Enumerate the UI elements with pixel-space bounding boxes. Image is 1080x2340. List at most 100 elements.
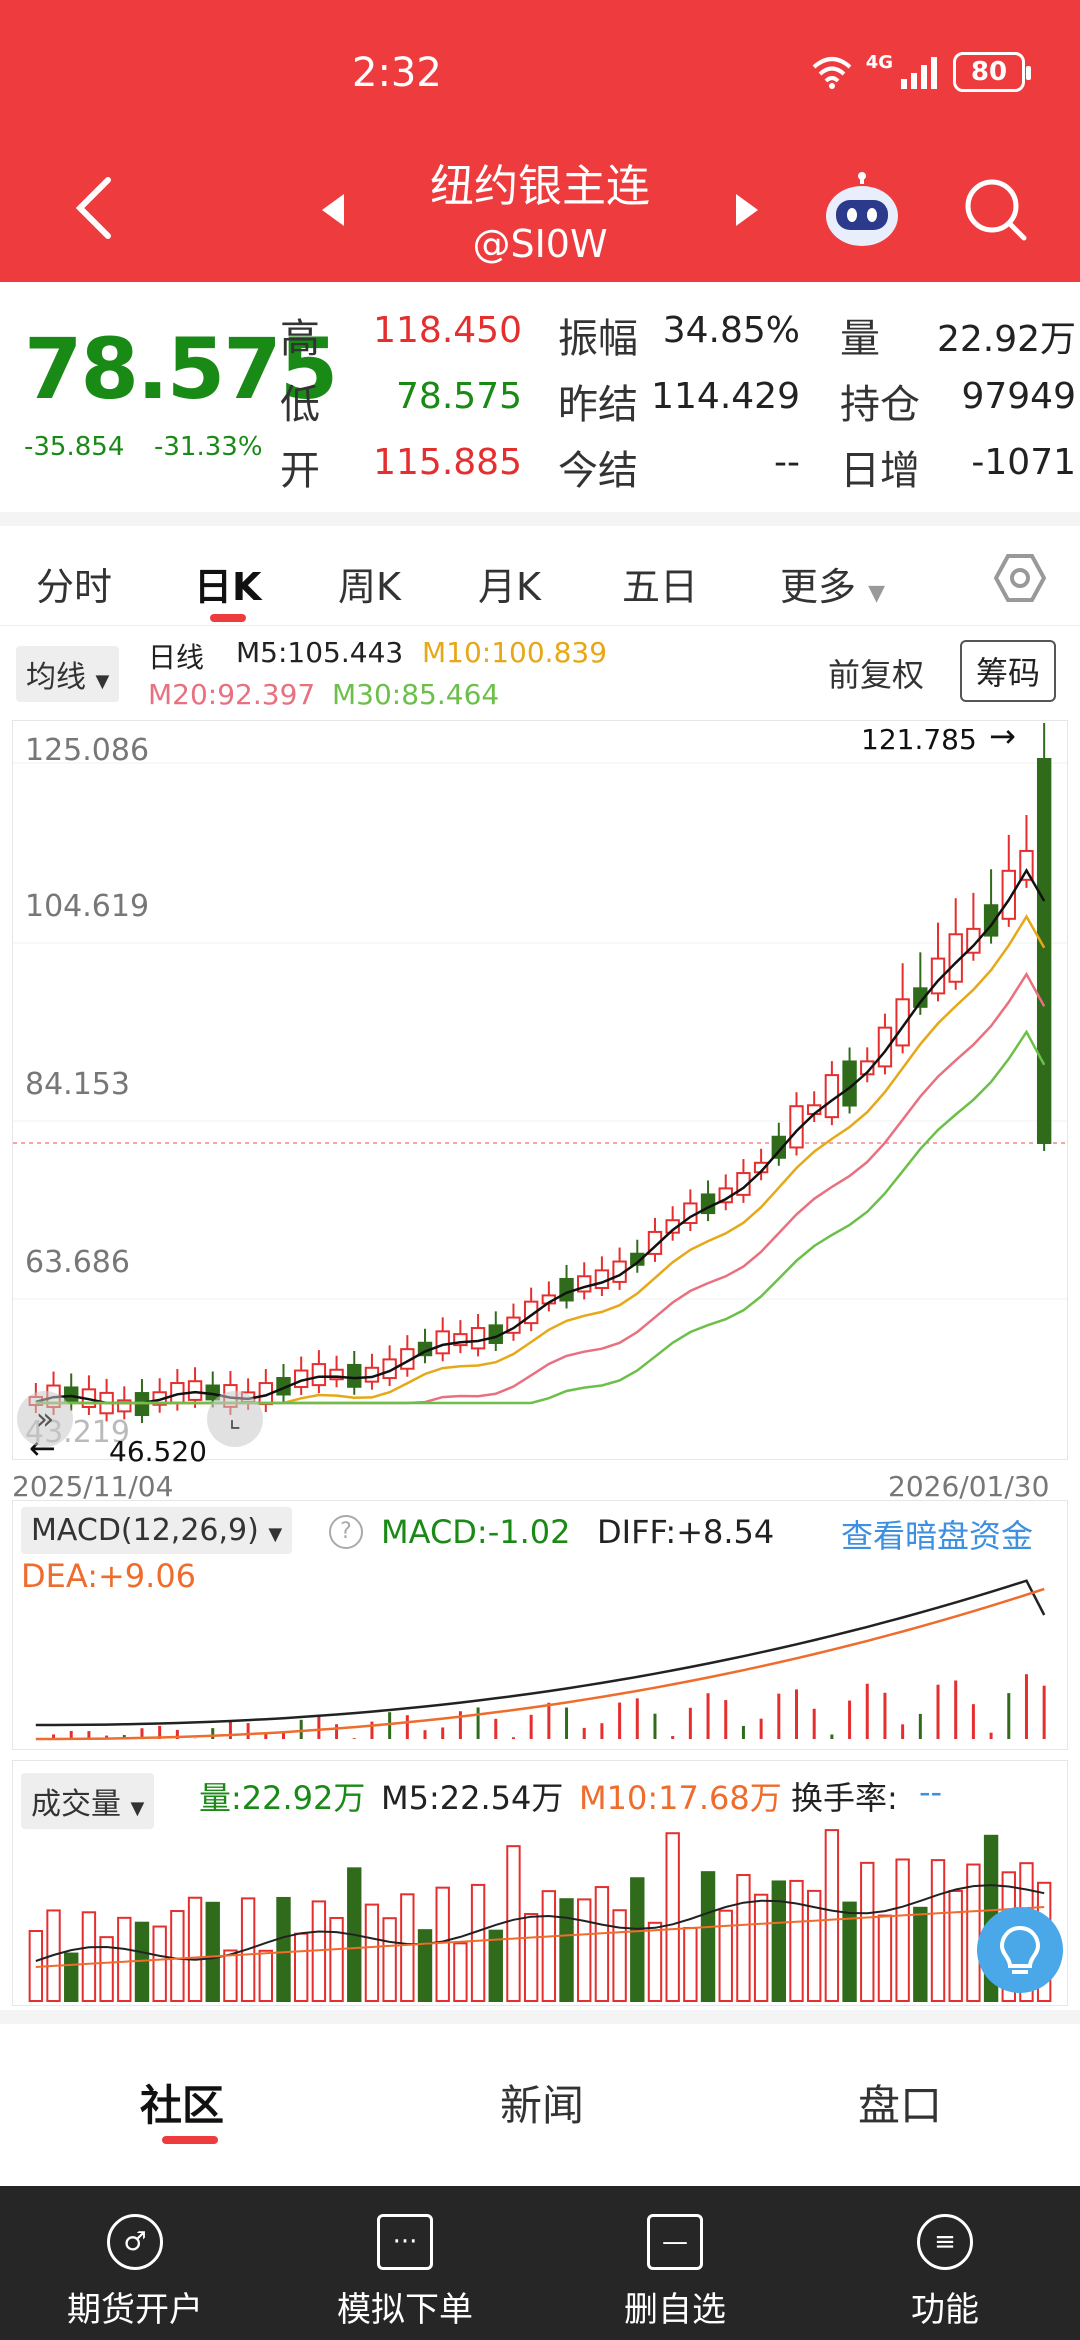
tab-order-book[interactable]: 盘口 (858, 2081, 943, 2130)
ma5-line (35, 868, 1046, 1405)
volume-bar (647, 1921, 663, 2002)
macd-histogram-bar (795, 1689, 798, 1739)
volume-panel[interactable]: 成交量 ▼ 量:22.92万 M5:22.54万 M10:17.68万 换手率:… (12, 1760, 1068, 2006)
last-price: 78.575 (24, 320, 338, 418)
nav-label: 模拟下单 (337, 2290, 473, 2330)
nav-functions[interactable]: ≡ 功能 (810, 2186, 1080, 2340)
ma5-value: M5:105.443 (236, 636, 404, 669)
volume-bar (842, 1901, 857, 2002)
back-arrow-icon[interactable] (72, 176, 116, 240)
dea-line (35, 1587, 1045, 1741)
volume-bar (612, 1909, 627, 2002)
y-axis-label-4: 63.686 (25, 1245, 130, 1280)
dark-pool-link[interactable]: 查看暗盘资金 (841, 1517, 1034, 1555)
low-value: 78.575 (396, 376, 522, 417)
amplitude-label: 振幅 (558, 316, 638, 362)
chips-button[interactable]: 筹码 (960, 640, 1057, 702)
volume-bar (382, 1917, 397, 2002)
settings-icon[interactable] (994, 552, 1046, 604)
volume-bar (117, 1916, 132, 2003)
high-value: 118.450 (373, 310, 522, 351)
macd-value: MACD:-1.02 (381, 1513, 571, 1551)
section-divider (0, 512, 1080, 526)
macd-histogram-bar (299, 1719, 303, 1739)
candle-body (329, 1368, 344, 1381)
nav-open-account[interactable]: ♂ 期货开户 (0, 2186, 270, 2340)
macd-histogram-bar (777, 1693, 781, 1739)
macd-histogram-bar (158, 1725, 162, 1739)
candle-body (1036, 758, 1052, 1144)
vol-ma10-value: M10:17.68万 (579, 1779, 782, 1817)
macd-histogram-bar (971, 1704, 975, 1739)
volume-value: 22.92万 (936, 319, 1076, 360)
period-label: 日线 (148, 641, 205, 674)
tab-community[interactable]: 社区 (140, 2081, 225, 2130)
next-contract-icon[interactable] (732, 192, 762, 228)
quote-panel (0, 282, 1080, 510)
macd-histogram-bar (282, 1731, 285, 1739)
date-start: 2025/11/04 (12, 1470, 174, 1503)
nav-label: 期货开户 (67, 2290, 203, 2330)
nav-sim-order[interactable]: ··· 模拟下单 (270, 2186, 540, 2340)
nav-remove-watchlist[interactable]: — 删自选 (540, 2186, 810, 2340)
tab-news[interactable]: 新闻 (500, 2081, 585, 2130)
volume-bar (948, 1889, 963, 2003)
volume-bar (506, 1845, 521, 2002)
tab-intraday[interactable]: 分时 (36, 565, 113, 609)
macd-panel[interactable]: MACD(12,26,9) ▼ ? MACD:-1.02 DIFF:+8.54 … (12, 1500, 1068, 1750)
status-icons: 4G 80 (812, 52, 1031, 92)
chevron-down-icon: ▼ (130, 1798, 145, 1819)
macd-histogram-bar (671, 1736, 675, 1739)
tab-five-day[interactable]: 五日 (622, 565, 699, 609)
tab-more-label: 更多 (780, 565, 857, 609)
help-icon[interactable]: ? (329, 1515, 363, 1549)
macd-selector[interactable]: MACD(12,26,9) ▼ (21, 1507, 293, 1554)
robot-assistant-icon[interactable] (822, 172, 902, 248)
macd-histogram-bar (105, 1735, 109, 1739)
macd-histogram-bar (724, 1700, 728, 1739)
macd-histogram-bar (52, 1734, 56, 1739)
fullscreen-icon[interactable]: ⌞ (207, 1391, 263, 1447)
prev-contract-icon[interactable] (318, 192, 348, 228)
tab-more[interactable]: 更多 ▼ (780, 556, 885, 611)
macd-histogram-bar (458, 1711, 462, 1739)
ma-type-selector[interactable]: 均线 ▼ (16, 646, 120, 702)
open-label: 开 (280, 448, 320, 494)
macd-histogram-bar (600, 1723, 604, 1739)
y-axis-label-1: 125.086 (25, 733, 150, 768)
lightbulb-icon[interactable] (977, 1907, 1063, 1993)
dea-value: DEA:+9.06 (21, 1557, 197, 1595)
candle-body (1001, 869, 1016, 920)
candlestick-chart[interactable]: 125.086 104.619 84.153 63.686 43.219 121… (12, 717, 1068, 1468)
nav-label: 功能 (911, 2290, 979, 2330)
prev-settle-label: 昨结 (558, 382, 638, 428)
candle-body (895, 998, 910, 1047)
chevron-down-icon: ▼ (268, 1524, 283, 1545)
max-arrow-icon: → (989, 717, 1016, 755)
volume-bar (523, 1913, 539, 2003)
candle-body (630, 1252, 645, 1266)
macd-histogram-bar (582, 1727, 586, 1739)
expand-left-icon[interactable]: » (17, 1391, 73, 1447)
macd-histogram-bar (211, 1728, 215, 1739)
tab-monthly-k[interactable]: 月K (478, 565, 541, 609)
macd-histogram-bar (423, 1730, 427, 1739)
volume-selector[interactable]: 成交量 ▼ (21, 1773, 155, 1829)
volume-bar (488, 1929, 503, 2003)
tab-daily-k[interactable]: 日K (194, 565, 262, 609)
macd-histogram-bar (848, 1700, 852, 1739)
search-icon[interactable] (962, 176, 1028, 242)
vol-ma5-line (35, 1884, 1045, 1962)
macd-histogram-bar (511, 1737, 515, 1739)
macd-histogram-bar (388, 1712, 392, 1739)
open-value: 115.885 (373, 442, 522, 483)
volume-bar (293, 1932, 309, 2002)
adjust-mode[interactable]: 前复权 (828, 656, 925, 694)
tab-weekly-k[interactable]: 周K (338, 565, 401, 609)
app-header: 2:32 4G 80 纽约银主连 @SI0W (0, 0, 1080, 282)
volume-bar (913, 1906, 928, 2002)
volume-bar (541, 1890, 557, 2003)
vol-ma10-line (35, 1906, 1045, 1968)
macd-histogram-bar (936, 1684, 940, 1739)
chevron-down-icon: ▼ (95, 671, 110, 692)
